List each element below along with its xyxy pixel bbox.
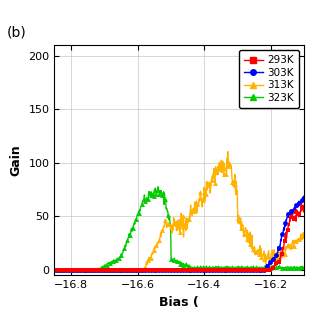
323K <box>52 268 56 272</box>
293K <box>117 268 121 272</box>
293K <box>240 268 244 272</box>
313K <box>219 162 223 166</box>
313K <box>97 268 100 272</box>
293K <box>302 204 306 207</box>
303K <box>97 268 100 272</box>
313K <box>165 222 169 226</box>
323K <box>117 256 121 260</box>
293K <box>299 203 303 206</box>
323K <box>166 209 170 213</box>
303K <box>52 268 56 272</box>
303K <box>117 268 121 272</box>
Text: (b): (b) <box>6 26 26 40</box>
313K <box>226 150 230 154</box>
313K <box>302 231 306 235</box>
Line: 303K: 303K <box>54 196 304 270</box>
Line: 313K: 313K <box>54 152 304 270</box>
X-axis label: Bias (: Bias ( <box>159 296 199 308</box>
323K <box>200 266 204 270</box>
323K <box>302 266 306 269</box>
323K <box>97 268 100 272</box>
Y-axis label: Gain: Gain <box>10 144 23 176</box>
323K <box>156 185 160 189</box>
303K <box>302 194 306 198</box>
313K <box>52 268 56 272</box>
313K <box>241 223 245 227</box>
Line: 323K: 323K <box>54 187 304 270</box>
303K <box>165 268 169 272</box>
323K <box>241 265 245 269</box>
Legend: 293K, 303K, 313K, 323K: 293K, 303K, 313K, 323K <box>239 50 299 108</box>
303K <box>240 268 244 272</box>
293K <box>200 268 204 272</box>
Line: 293K: 293K <box>54 204 304 270</box>
293K <box>219 268 223 272</box>
293K <box>165 268 169 272</box>
293K <box>97 268 100 272</box>
313K <box>200 197 204 201</box>
323K <box>220 266 223 270</box>
313K <box>117 268 121 272</box>
293K <box>52 268 56 272</box>
303K <box>219 268 223 272</box>
303K <box>200 268 204 272</box>
